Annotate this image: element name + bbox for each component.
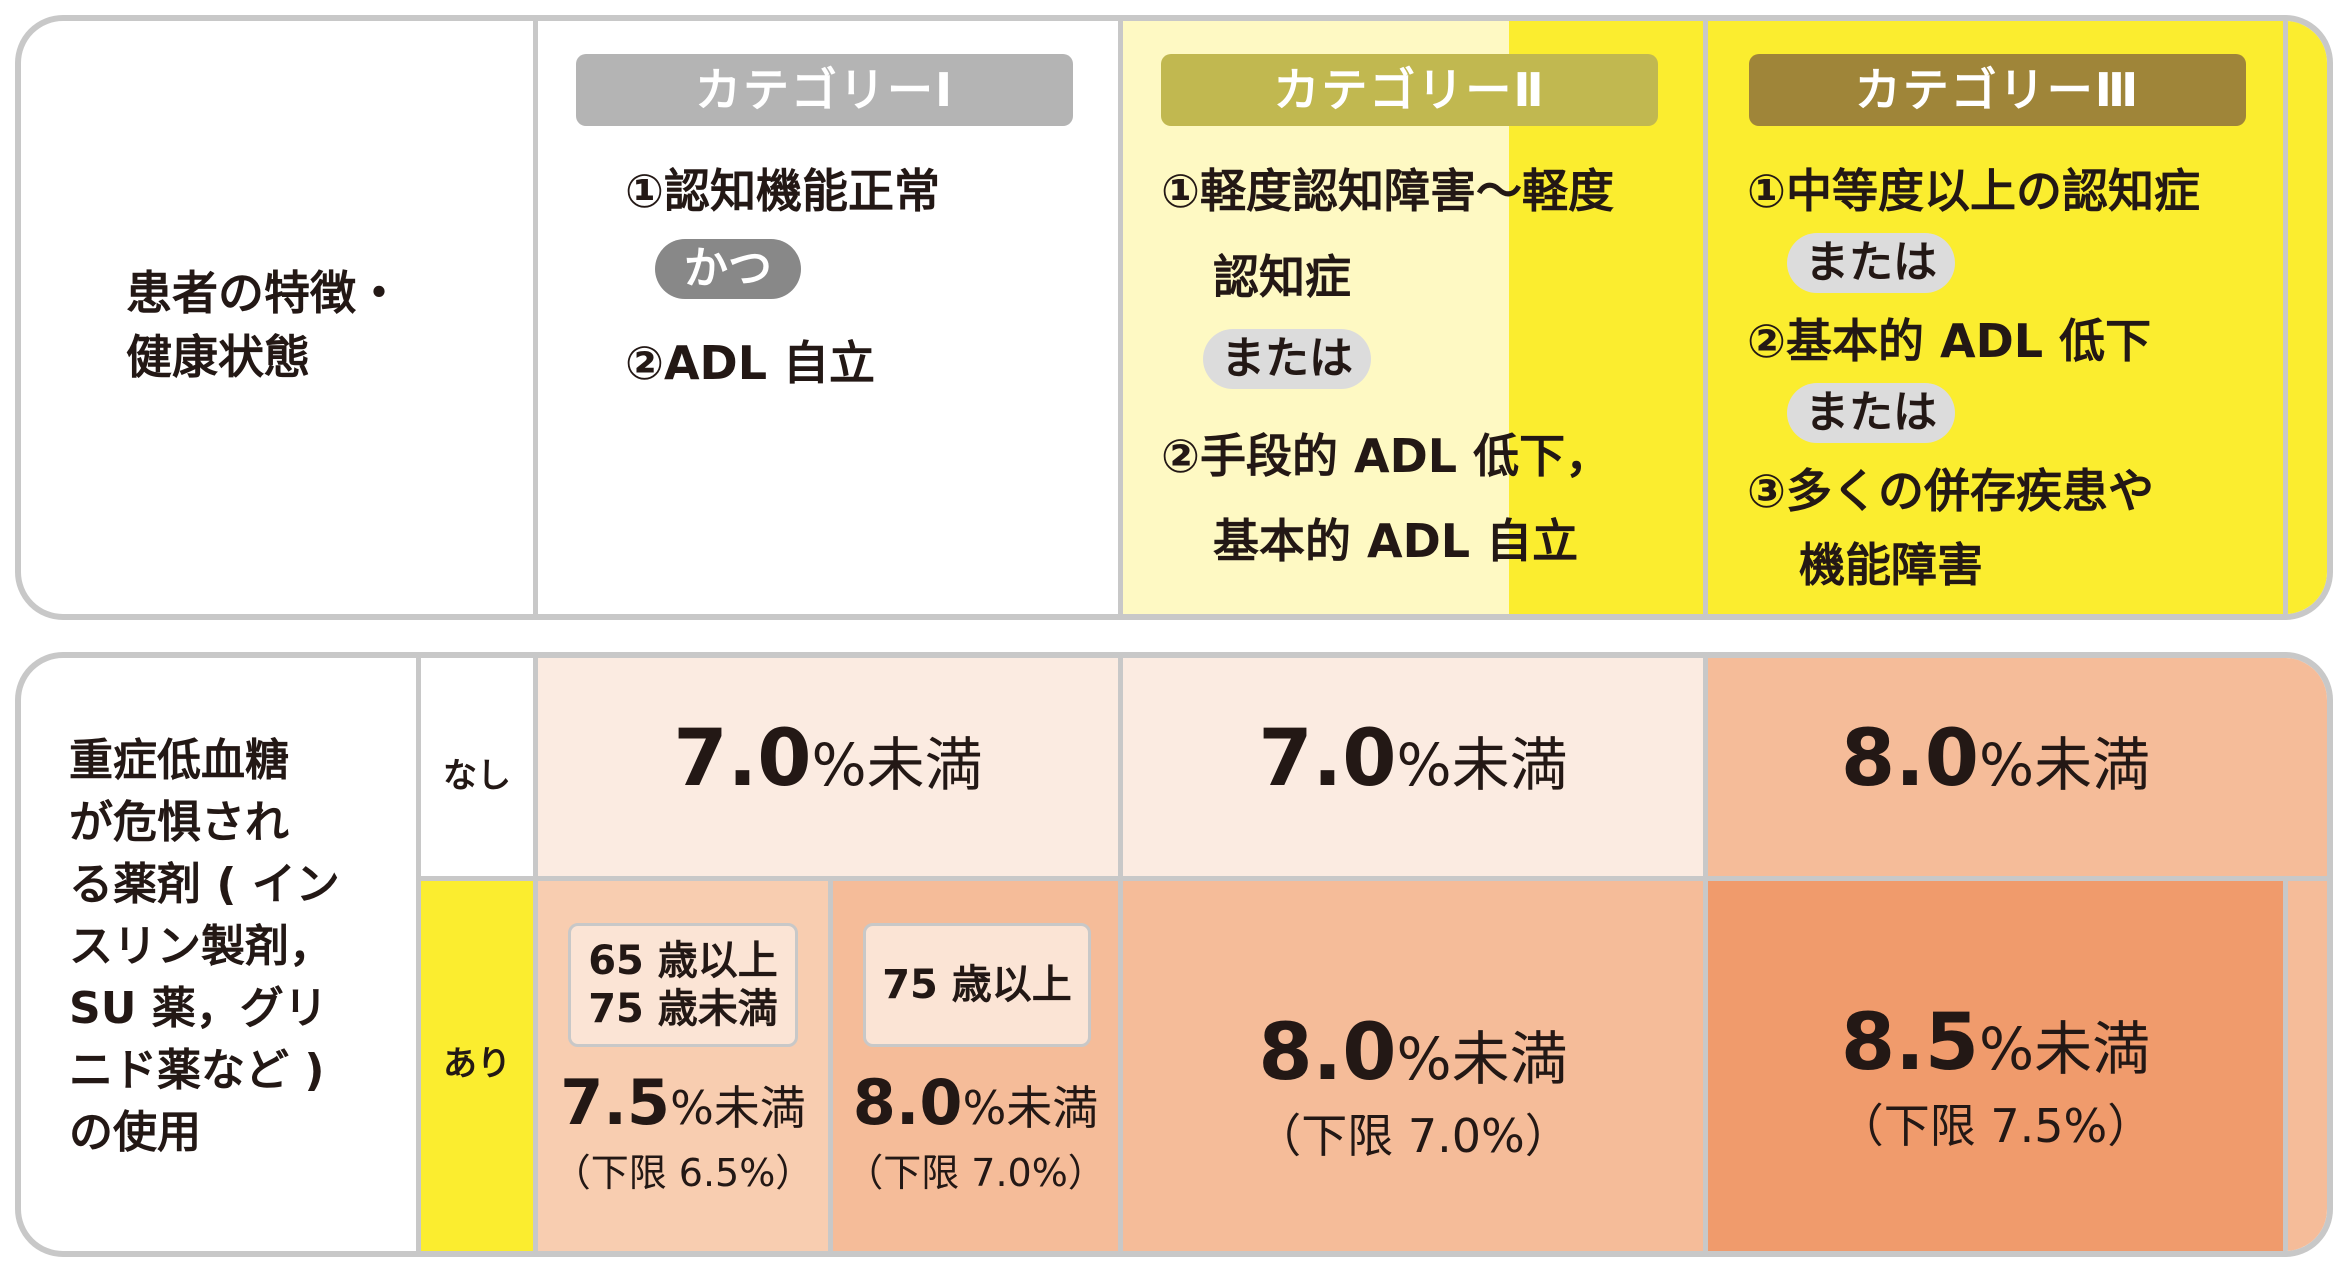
row-header-line: ニド薬など ) xyxy=(69,1045,325,1096)
target-unit: %未満 xyxy=(1396,1025,1568,1093)
target-value: 8.0 xyxy=(1840,714,1980,804)
cat3-or-pill-1: または xyxy=(1787,233,1955,293)
age-line: 75 歳未満 xyxy=(588,986,778,1032)
hba1c-target-panel: 重症低血糖 が危惧され る薬剤 ( イン スリン製剤， SU 薬，グリ ニド薬な… xyxy=(15,652,2333,1257)
cat3-or-pill-2: または xyxy=(1787,383,1955,443)
none-cat1-bg xyxy=(538,658,1118,876)
yes-label-bg xyxy=(421,881,533,1251)
row-header-line: 重症低血糖 xyxy=(69,735,289,786)
target-none-cat2: 7.0%未満 xyxy=(1123,714,1703,804)
target-value: 7.0 xyxy=(1258,714,1397,804)
target-value: 7.0 xyxy=(673,714,812,804)
none-cat2-bg xyxy=(1123,658,1703,876)
cat3-criterion-2: ②基本的 ADL 低下 xyxy=(1747,314,2152,368)
cat2-or-pill: または xyxy=(1203,329,1371,389)
target-yes-cat1-65-75: 7.5%未満 xyxy=(538,1066,828,1139)
target-yes-cat2: 8.0%未満 xyxy=(1123,1008,1703,1098)
target-value: 8.5 xyxy=(1840,998,1980,1088)
target-value: 7.5 xyxy=(560,1066,671,1139)
row-header-drug: 重症低血糖 が危惧され る薬剤 ( イン スリン製剤， SU 薬，グリ ニド薬な… xyxy=(69,730,340,1164)
category-2-header: カテゴリーⅡ xyxy=(1161,54,1658,126)
row-header-line: る薬剤 ( イン xyxy=(69,859,340,910)
lower-limit-cat2: （下限 7.0%） xyxy=(1255,1109,1571,1163)
age-line: 75 歳以上 xyxy=(882,962,1072,1008)
target-unit: %未満 xyxy=(1979,1015,2151,1083)
category-1-header: カテゴリーⅠ xyxy=(576,54,1073,126)
target-unit: %未満 xyxy=(1979,731,2151,799)
row-header-line: 患者の特徴・ xyxy=(126,266,402,320)
target-none-cat3: 8.0%未満 xyxy=(1708,714,2283,804)
target-unit: %未満 xyxy=(811,731,983,799)
cat2-criterion-2: ②手段的 ADL 低下， xyxy=(1161,429,1612,483)
none-cat3-bg xyxy=(1708,658,2327,876)
target-yes-cat3: 8.5%未満 xyxy=(1708,998,2283,1088)
row-header-line: の使用 xyxy=(69,1107,201,1158)
target-value: 8.0 xyxy=(1258,1008,1397,1098)
lower-limit-cat1-65-75: （下限 6.5%） xyxy=(552,1151,814,1195)
yes-label: あり xyxy=(443,1044,511,1084)
row-header-patient: 患者の特徴・ 健康状態 xyxy=(126,261,402,389)
row-header-line: 健康状態 xyxy=(126,330,310,384)
row-header-line: SU 薬，グリ xyxy=(69,983,328,1034)
yes-cat3-bg xyxy=(1708,881,2283,1251)
lower-limit-cat1-75: （下限 7.0%） xyxy=(845,1151,1106,1195)
yes-cat2-bg xyxy=(1123,881,1703,1251)
row-header-line: が危惧され xyxy=(69,797,289,848)
age-box-75: 75 歳以上 xyxy=(863,923,1091,1047)
age-box-65-75: 65 歳以上 75 歳未満 xyxy=(568,923,798,1047)
none-label: なし xyxy=(443,756,511,796)
cat1-criterion-2: ②ADL 自立 xyxy=(625,336,876,390)
cat3-criterion-3: ③多くの併存疾患や xyxy=(1747,464,2154,518)
row-header-line: スリン製剤， xyxy=(69,921,333,972)
cat3-criterion-3-cont: 機能障害 xyxy=(1799,538,1983,592)
cat1-and-pill: かつ xyxy=(655,239,801,299)
cat3-criterion-1: ①中等度以上の認知症 xyxy=(1747,164,2200,218)
cat1-criterion-1: ①認知機能正常 xyxy=(625,164,940,218)
cat2-criterion-2-cont: 基本的 ADL 自立 xyxy=(1213,514,1579,568)
age-line: 65 歳以上 xyxy=(588,938,778,984)
target-unit: %未満 xyxy=(962,1081,1099,1135)
category-3-header: カテゴリーⅢ xyxy=(1749,54,2246,126)
target-value: 8.0 xyxy=(852,1066,963,1139)
target-unit: %未満 xyxy=(1396,731,1568,799)
target-yes-cat1-75: 8.0%未満 xyxy=(833,1066,1118,1139)
cat2-criterion-1: ①軽度認知障害～軽度 xyxy=(1161,164,1614,218)
lower-limit-cat3: （下限 7.5%） xyxy=(1837,1099,2154,1153)
target-none-cat1: 7.0%未満 xyxy=(538,714,1118,804)
cat2-criterion-1-cont: 認知症 xyxy=(1213,250,1351,304)
target-unit: %未満 xyxy=(670,1081,806,1135)
patient-characteristics-panel: 患者の特徴・ 健康状態 カテゴリーⅠ カテゴリーⅡ カテゴリーⅢ ①認知機能正常… xyxy=(15,15,2333,620)
